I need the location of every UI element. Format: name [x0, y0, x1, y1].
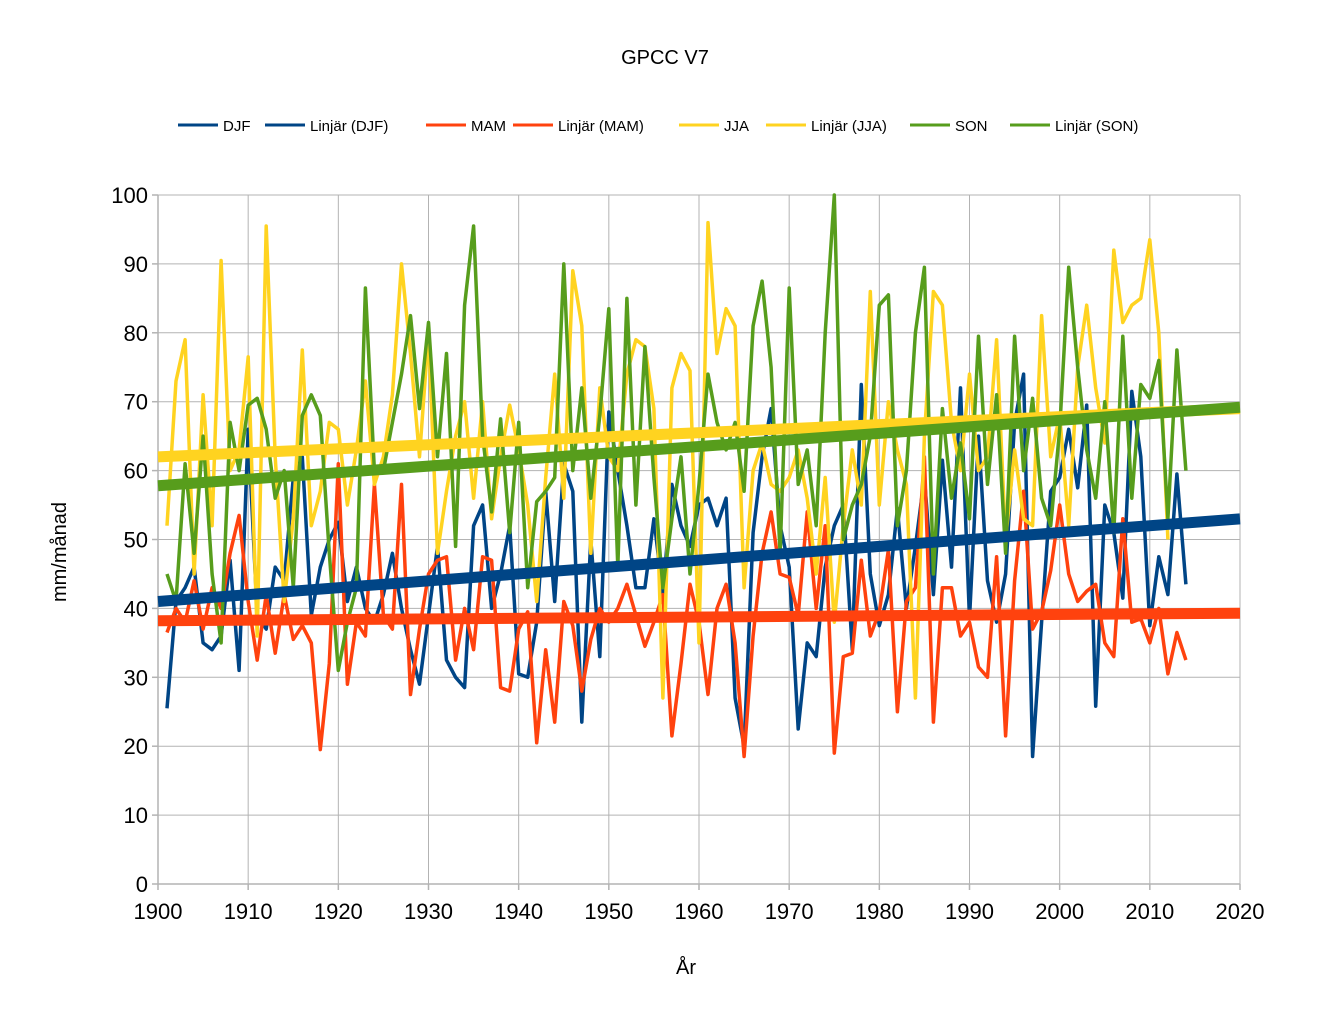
x-tick-label: 1920	[314, 899, 363, 924]
x-tick-label: 1900	[134, 899, 183, 924]
y-tick-label: 30	[124, 665, 148, 690]
x-tick-label: 1980	[855, 899, 904, 924]
x-tick-label: 1950	[584, 899, 633, 924]
x-axis: 1900 1910 1920 1930 1940 1950 1960 1970 1980 1990…	[134, 883, 1265, 924]
x-tick-label: 1940	[494, 899, 543, 924]
y-tick-label: 70	[124, 390, 148, 415]
x-tick-label: 1930	[404, 899, 453, 924]
y-tick-label: 60	[124, 459, 148, 484]
y-tick-label: 10	[124, 803, 148, 828]
legend-item: Linjär (DJF)	[265, 118, 388, 135]
x-tick-label: 1990	[945, 899, 994, 924]
legend-item: JJA	[679, 118, 749, 135]
y-axis-title: mm/månad	[49, 502, 71, 602]
legend-label: JJA	[724, 118, 749, 135]
y-tick-label: 0	[136, 872, 148, 897]
series-line-son	[165, 193, 1188, 673]
x-tick-label: 2000	[1035, 899, 1084, 924]
legend-label: Linjär (SON)	[1055, 118, 1138, 135]
legend-item: Linjär (SON)	[1010, 118, 1138, 135]
y-tick-label: 90	[124, 252, 148, 277]
legend-item: Linjär (JJA)	[766, 118, 887, 135]
x-axis-title: År	[676, 956, 696, 979]
y-tick-label: 40	[124, 596, 148, 621]
legend-item: SON	[910, 118, 988, 135]
x-tick-label: 1910	[224, 899, 273, 924]
series-line-mam	[165, 455, 1188, 759]
legend: DJF Linjär (DJF) MAM Linjär (MAM) JJA Linjär …	[178, 118, 1138, 135]
y-tick-label: 100	[111, 183, 148, 208]
legend-item: Linjär (MAM)	[513, 118, 644, 135]
legend-item: MAM	[426, 118, 506, 135]
y-axis: 0 10 20 30 40 50 60 70 80 90 100	[111, 183, 159, 897]
x-tick-label: 1970	[765, 899, 814, 924]
chart-title: GPCC V7	[621, 47, 709, 69]
trend-lines	[157, 401, 1241, 627]
y-tick-label: 20	[124, 734, 148, 759]
legend-label: SON	[955, 118, 988, 135]
legend-label: Linjär (DJF)	[310, 118, 388, 135]
trend-line-linj-r-mam	[157, 607, 1241, 627]
y-tick-label: 80	[124, 321, 148, 346]
x-tick-label: 1960	[675, 899, 724, 924]
x-tick-label: 2010	[1125, 899, 1174, 924]
trend-line-linj-r-djf	[157, 513, 1241, 607]
y-tick-label: 50	[124, 528, 148, 553]
x-tick-label: 2020	[1216, 899, 1265, 924]
trend-line-linj-r-son	[157, 401, 1241, 492]
legend-item: DJF	[178, 118, 251, 135]
legend-label: Linjär (JJA)	[811, 118, 887, 135]
legend-label: Linjär (MAM)	[558, 118, 644, 135]
legend-label: DJF	[223, 118, 251, 135]
legend-label: MAM	[471, 118, 506, 135]
